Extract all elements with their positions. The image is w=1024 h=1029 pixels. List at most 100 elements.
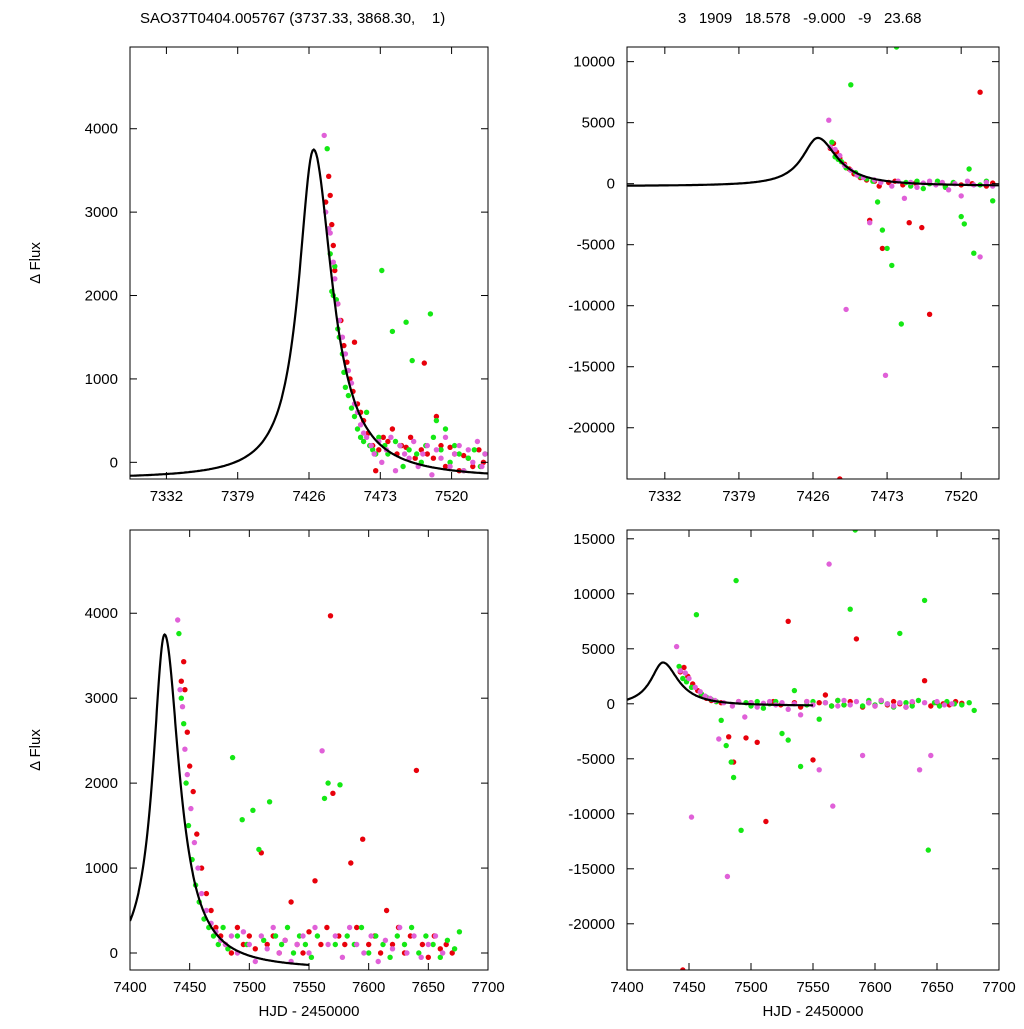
point-green (971, 250, 977, 256)
point-green (433, 417, 440, 424)
point-magenta (686, 675, 692, 682)
point-red (418, 447, 424, 453)
point-green (290, 950, 297, 956)
point-magenta (379, 459, 385, 465)
point-red (461, 452, 467, 459)
point-green (779, 730, 785, 737)
point-red (366, 941, 372, 948)
point-red (181, 659, 187, 665)
point-magenta (175, 617, 181, 623)
point-magenta (447, 463, 453, 470)
point-green (879, 227, 886, 233)
point-green (256, 846, 262, 853)
point-magenta (433, 447, 440, 453)
point-green (444, 937, 451, 943)
point-magenta (835, 703, 841, 709)
point-green (829, 139, 835, 145)
point-magenta (916, 767, 923, 773)
point-magenta (451, 451, 458, 457)
point-magenta (335, 301, 341, 307)
point-red (380, 434, 386, 440)
model-curve (627, 661, 813, 707)
point-magenta (847, 702, 853, 708)
x-tick-label: 7520 (435, 488, 468, 505)
point-red (326, 173, 332, 179)
point-magenta (339, 334, 346, 340)
point-magenta (389, 946, 396, 952)
point-green (220, 924, 226, 931)
point-red (329, 221, 335, 228)
point-green (308, 954, 315, 960)
point-magenta (397, 442, 403, 449)
point-green (442, 426, 449, 432)
point-green (278, 941, 285, 948)
point-magenta (859, 752, 866, 759)
point-red (743, 735, 749, 741)
point-red (327, 192, 333, 199)
x-tick-label: 7332 (648, 488, 681, 505)
y-tick-label: 5000 (582, 115, 615, 132)
point-magenta (826, 561, 832, 567)
point-magenta (754, 704, 760, 710)
point-green (379, 267, 385, 274)
data-points (175, 613, 463, 965)
x-tick-label: 7400 (113, 979, 146, 996)
point-red (438, 442, 444, 449)
point-red (351, 339, 358, 345)
point-green (366, 950, 372, 956)
point-magenta (282, 937, 288, 943)
point-green (178, 695, 184, 701)
point-magenta (742, 714, 748, 720)
point-green (903, 700, 909, 706)
x-tick-label: 7426 (292, 488, 325, 505)
x-tick-label: 7600 (352, 979, 385, 996)
x-tick-label: 7650 (412, 979, 445, 996)
point-green (841, 702, 847, 708)
x-tick-label: 7332 (150, 488, 183, 505)
point-magenta (388, 434, 394, 440)
point-magenta (830, 803, 836, 809)
point-green (718, 717, 724, 723)
point-magenta (418, 954, 424, 960)
point-green (373, 933, 379, 939)
point-red (680, 967, 686, 970)
point-green (389, 328, 396, 335)
point-magenta (182, 746, 188, 752)
point-green (430, 941, 436, 948)
point-red (383, 907, 390, 914)
y-tick-label: -5000 (577, 237, 615, 254)
point-magenta (306, 950, 312, 956)
point-green (332, 941, 338, 948)
point-green (738, 827, 744, 833)
point-green (451, 946, 458, 952)
point-green (874, 199, 881, 205)
point-magenta (368, 442, 374, 449)
point-red (389, 941, 396, 948)
x-tick-label: 7650 (920, 979, 953, 996)
point-magenta (456, 442, 462, 449)
point-magenta (479, 463, 485, 470)
point-magenta (363, 434, 370, 440)
point-red (419, 941, 426, 948)
point-red (928, 703, 934, 709)
point-red (763, 818, 769, 825)
point-magenta (692, 684, 698, 690)
point-red (879, 245, 886, 252)
point-magenta (361, 950, 367, 956)
x-tick-label: 7450 (672, 979, 705, 996)
point-green (676, 663, 682, 670)
point-red (178, 678, 184, 684)
y-tick-label: -20000 (568, 916, 615, 933)
point-red (442, 463, 449, 470)
point-magenta (878, 697, 884, 704)
point-red (264, 941, 270, 948)
point-magenta (270, 924, 276, 931)
point-red (324, 924, 330, 931)
point-magenta (934, 698, 940, 705)
point-magenta (300, 933, 306, 939)
point-red (252, 946, 258, 952)
point-red (447, 444, 453, 450)
point-magenta (240, 929, 247, 935)
point-green (344, 933, 350, 939)
point-red (348, 860, 354, 866)
